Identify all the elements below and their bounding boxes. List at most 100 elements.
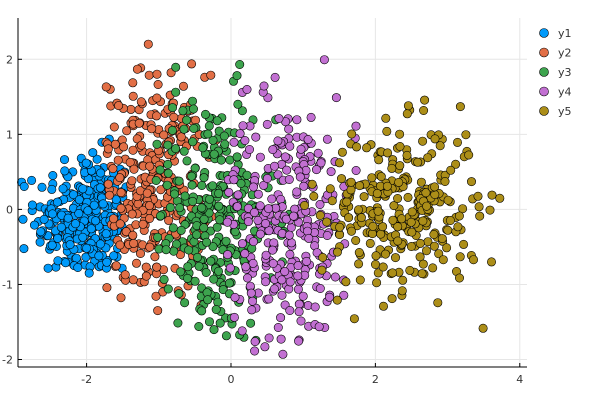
data-point <box>208 181 218 191</box>
data-point <box>128 275 138 285</box>
data-point <box>115 240 125 250</box>
data-point <box>59 155 69 165</box>
data-point <box>208 242 218 252</box>
data-point <box>249 208 259 218</box>
data-point <box>96 239 106 249</box>
data-point <box>356 213 366 223</box>
data-point <box>128 91 138 101</box>
data-point <box>317 265 327 275</box>
data-point <box>284 230 294 240</box>
data-point <box>71 253 81 263</box>
data-point <box>27 175 37 185</box>
data-point <box>225 263 235 273</box>
data-point <box>311 165 321 175</box>
data-point <box>405 265 415 275</box>
data-point <box>103 179 113 189</box>
data-point <box>285 141 295 151</box>
data-point <box>381 113 391 123</box>
data-point <box>115 173 125 183</box>
data-point <box>397 286 407 296</box>
data-point <box>248 258 258 268</box>
legend-label-y2: y2 <box>558 47 572 60</box>
data-point <box>180 298 190 308</box>
data-point <box>346 185 356 195</box>
data-point <box>394 177 404 187</box>
data-point <box>153 80 163 90</box>
data-point <box>296 144 306 154</box>
data-point <box>315 210 325 220</box>
data-point <box>115 219 125 229</box>
data-point <box>478 323 488 333</box>
data-point <box>388 215 398 225</box>
data-point <box>221 236 231 246</box>
data-point <box>223 250 233 260</box>
data-point <box>389 201 399 211</box>
data-point <box>156 185 166 195</box>
data-point <box>276 313 286 323</box>
data-point <box>98 199 108 209</box>
data-point <box>261 250 271 260</box>
data-point <box>65 240 75 250</box>
data-point <box>331 93 341 103</box>
data-point <box>292 115 302 125</box>
data-point <box>421 188 431 198</box>
y-tick-labels: -2 -1 0 1 2 <box>2 53 22 366</box>
data-point <box>47 240 57 250</box>
data-point <box>204 208 214 218</box>
data-point <box>235 129 245 139</box>
data-point <box>269 284 279 294</box>
data-point <box>53 233 63 243</box>
legend-marker-y1 <box>539 28 549 38</box>
data-point <box>397 214 407 224</box>
data-point <box>315 283 325 293</box>
data-point <box>378 222 388 232</box>
data-point <box>413 157 423 167</box>
data-point <box>229 312 239 322</box>
data-point <box>292 187 302 197</box>
legend-marker-y2 <box>539 47 549 58</box>
data-point <box>435 141 445 151</box>
data-point <box>194 321 204 331</box>
data-point <box>163 168 173 178</box>
data-point <box>255 152 265 162</box>
data-point <box>261 277 271 287</box>
series-y5 <box>299 95 505 333</box>
data-point <box>237 106 247 116</box>
data-point <box>420 95 430 105</box>
data-point <box>284 175 294 185</box>
data-point <box>309 191 319 201</box>
data-point <box>179 146 189 156</box>
data-point <box>145 214 155 224</box>
data-point <box>53 256 63 266</box>
legend-marker-y5 <box>539 106 549 116</box>
data-point <box>359 192 369 202</box>
data-point <box>243 273 253 283</box>
data-point <box>403 192 413 202</box>
data-point <box>485 205 495 215</box>
data-point <box>249 182 259 192</box>
data-point <box>387 294 397 304</box>
data-point <box>393 236 403 246</box>
data-point <box>82 243 92 253</box>
data-point <box>180 191 190 201</box>
data-point <box>322 231 332 241</box>
data-point <box>390 253 400 263</box>
data-point <box>168 223 178 233</box>
data-point <box>302 256 312 266</box>
data-point <box>289 211 299 221</box>
series-y3 <box>151 59 294 345</box>
data-point <box>73 262 83 272</box>
data-point <box>84 268 94 278</box>
data-point <box>325 184 335 194</box>
data-point <box>229 175 239 185</box>
data-point <box>212 116 222 126</box>
data-point <box>96 168 106 178</box>
data-point <box>430 134 440 144</box>
data-point <box>111 261 121 271</box>
data-point <box>151 176 161 186</box>
data-point <box>362 143 372 153</box>
data-point <box>189 104 199 114</box>
data-point <box>109 214 119 224</box>
data-point <box>433 298 443 308</box>
data-point <box>199 223 209 233</box>
